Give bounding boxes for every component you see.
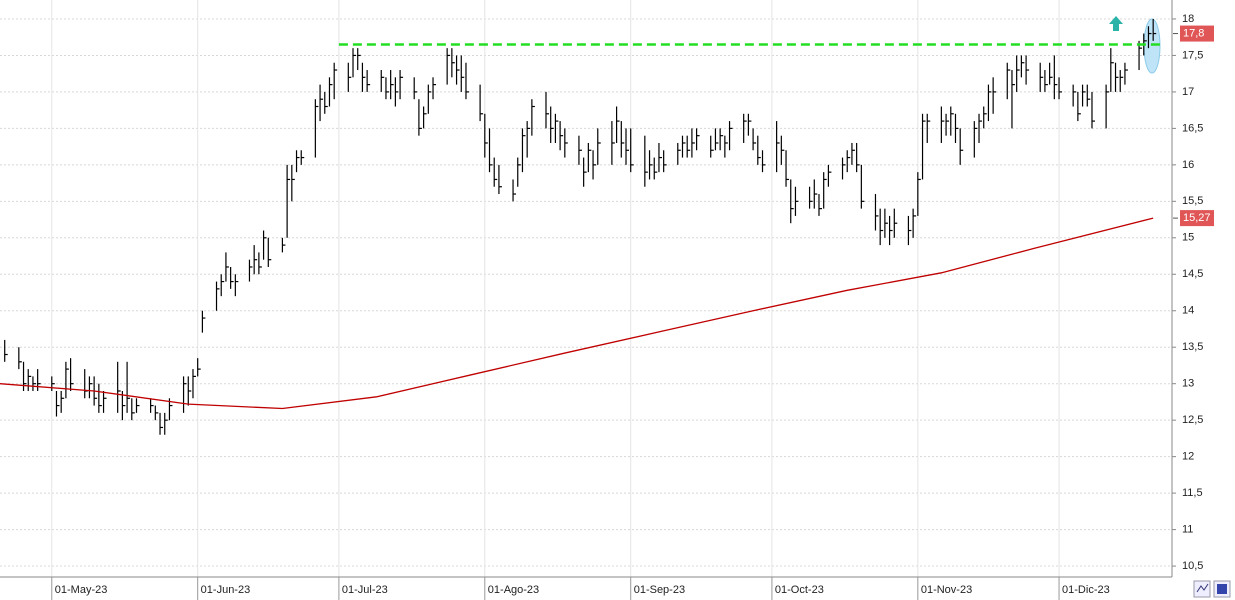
price-tag-label: 17,8 — [1183, 27, 1204, 39]
y-tick-label: 16 — [1182, 159, 1194, 171]
y-tick-label: 13,5 — [1182, 341, 1203, 353]
x-tick-label: 01-Jun-23 — [201, 584, 251, 596]
x-tick-label: 01-Dic-23 — [1062, 584, 1110, 596]
scale-icon — [1196, 583, 1209, 593]
y-tick-label: 12,5 — [1182, 414, 1203, 426]
up-arrow — [1109, 16, 1123, 31]
save-icon — [1217, 584, 1227, 594]
x-tick-label: 01-May-23 — [55, 584, 108, 596]
x-tick-label: 01-Ago-23 — [488, 584, 539, 596]
y-tick-label: 16,5 — [1182, 122, 1203, 134]
price-tag — [1180, 210, 1214, 227]
y-tick-label: 15 — [1182, 232, 1194, 244]
scale-button[interactable] — [1193, 580, 1211, 598]
y-tick-label: 17 — [1182, 86, 1194, 98]
y-tick-label: 11 — [1182, 523, 1193, 535]
y-tick-label: 11,5 — [1182, 487, 1203, 499]
y-tick-label: 17,5 — [1182, 49, 1203, 61]
y-tick-label: 18 — [1182, 13, 1194, 25]
x-tick-label: 01-Jul-23 — [342, 584, 388, 596]
y-tick-label: 15,5 — [1182, 195, 1203, 207]
y-tick-label: 14 — [1182, 305, 1194, 317]
moving-average — [0, 217, 1154, 410]
y-tick-label: 14,5 — [1182, 268, 1203, 280]
highlight-ellipse — [1143, 18, 1161, 74]
x-tick-label: 01-Sep-23 — [634, 584, 685, 596]
price-tag-label: 15,27 — [1183, 212, 1211, 224]
y-tick-label: 12 — [1182, 451, 1194, 463]
y-tick-label: 13 — [1182, 378, 1194, 390]
x-tick-label: 01-Oct-23 — [775, 584, 824, 596]
price-tag — [1180, 25, 1214, 42]
x-tick-label: 01-Nov-23 — [921, 584, 972, 596]
y-tick-label: 10,5 — [1182, 560, 1203, 572]
